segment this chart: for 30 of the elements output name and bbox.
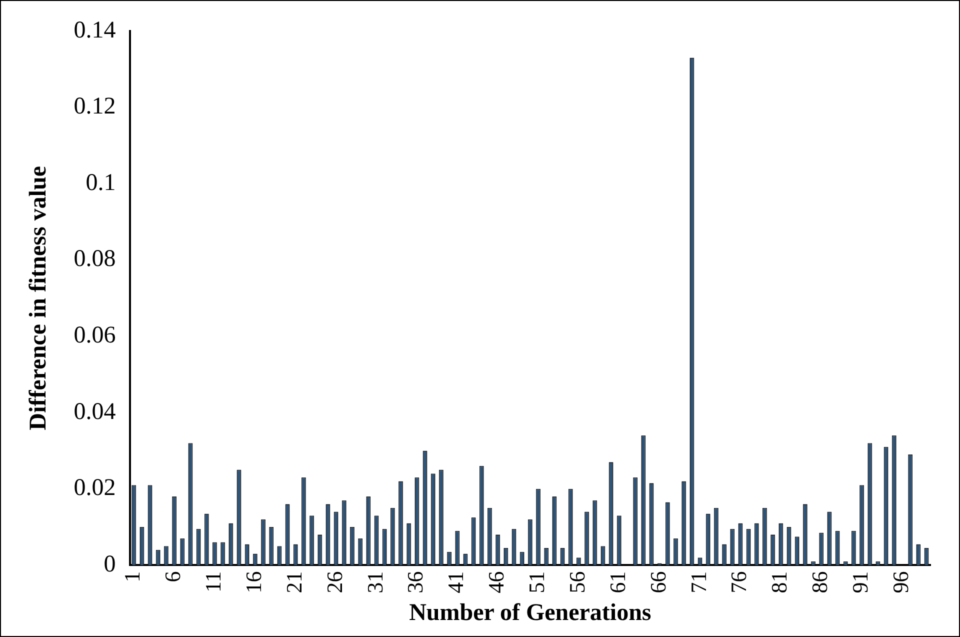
x-tick-label: 96 xyxy=(888,571,914,594)
y-tick-label: 0.14 xyxy=(74,17,116,44)
x-tick-label: 1 xyxy=(120,571,145,582)
x-tick-label: 86 xyxy=(807,571,832,594)
y-tick-label: 0.02 xyxy=(74,475,116,502)
y-tick-label: 0.06 xyxy=(74,322,116,349)
y-tick-label: 0.1 xyxy=(86,170,116,196)
x-tick-label: 56 xyxy=(564,571,590,594)
x-tick-label: 81 xyxy=(766,571,792,594)
y-tick-label: 0.04 xyxy=(74,398,116,425)
x-tick-label: 71 xyxy=(686,571,711,594)
y-tick-label: 0.08 xyxy=(74,246,116,272)
x-tick-label: 31 xyxy=(362,571,388,594)
x-tick-label: 16 xyxy=(240,571,266,594)
y-tick-label: 0.12 xyxy=(74,94,116,120)
x-tick-label: 41 xyxy=(443,571,468,594)
x-tick-label: 76 xyxy=(726,571,752,594)
y-axis-title: Difference in fitness value xyxy=(26,166,52,430)
x-tick-label: 11 xyxy=(200,571,226,592)
x-tick-label: 21 xyxy=(281,571,306,594)
x-tick-label: 51 xyxy=(524,571,550,594)
x-tick-label: 46 xyxy=(484,571,509,594)
y-tick-label: 0 xyxy=(104,551,116,578)
x-tick-label: 36 xyxy=(402,571,428,594)
x-tick-label: 26 xyxy=(322,571,347,594)
x-tick-label: 91 xyxy=(848,571,873,594)
x-axis-title: Number of Generations xyxy=(409,600,652,626)
x-tick-label: 66 xyxy=(645,571,670,594)
x-tick-label: 61 xyxy=(604,571,630,594)
x-tick-label: 6 xyxy=(160,571,186,582)
